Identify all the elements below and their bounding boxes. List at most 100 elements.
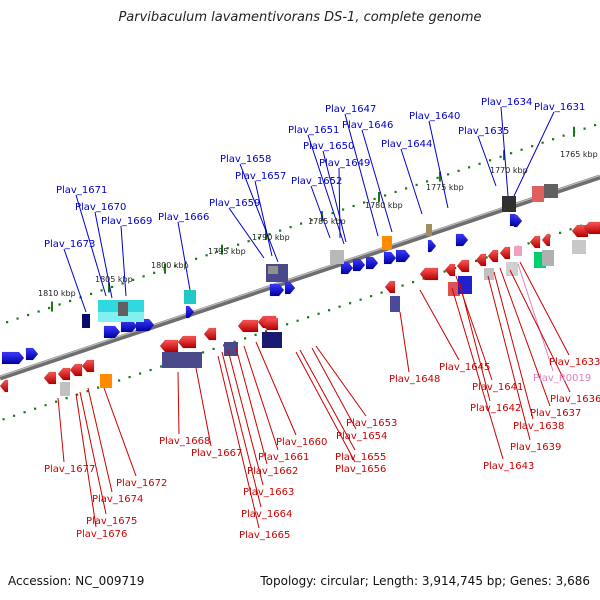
feature-block	[514, 246, 522, 256]
minus-gene-arrow	[475, 253, 487, 267]
track-dot	[349, 302, 352, 305]
minus-gene-arrow	[0, 379, 9, 393]
plus-gene-leader-line	[94, 211, 113, 299]
minus-gene-arrow	[384, 280, 396, 294]
minus-gene-label: Plav_1662	[247, 466, 298, 477]
plus-gene-label: Plav_1650	[303, 141, 354, 152]
track-dot	[286, 323, 289, 326]
track-dot	[338, 305, 341, 308]
track-dot	[153, 271, 156, 274]
track-dot	[86, 390, 89, 393]
minus-gene-label: Plav_1667	[191, 448, 242, 459]
minus-gene-leader-line	[487, 275, 531, 441]
minus-gene-leader-line	[243, 345, 279, 451]
minus-gene-leader-line	[399, 311, 410, 373]
plus-gene-arrow	[427, 239, 437, 253]
plus-gene-leader-line	[344, 113, 379, 237]
minus-gene-leader-line	[235, 347, 268, 465]
track-dot	[415, 183, 418, 187]
track-dot	[569, 228, 572, 231]
plus-gene-label: Plav_1647	[325, 104, 376, 115]
feature-block	[572, 240, 586, 254]
plus-gene-leader-line	[400, 148, 423, 215]
plus-gene-arrow	[340, 261, 354, 275]
track-dot	[237, 243, 240, 246]
track-dot	[202, 351, 205, 354]
minus-gene-arrow	[583, 221, 600, 235]
minus-gene-leader-line	[315, 345, 367, 417]
track-dot	[531, 145, 534, 148]
feature-block	[118, 302, 128, 316]
plus-gene-arrow	[365, 256, 379, 270]
feature-block	[330, 250, 344, 264]
minus-gene-arrow	[177, 335, 197, 349]
minus-gene-leader-line	[519, 261, 570, 356]
minus-gene-leader-line	[177, 371, 180, 435]
track-dot	[128, 375, 131, 379]
track-dot	[233, 340, 236, 343]
track-dot	[562, 134, 565, 137]
minus-gene-label: Plav_1672	[116, 478, 167, 489]
minus-gene-leader-line	[493, 271, 534, 420]
kbp-label: 1770 kbp	[490, 166, 528, 175]
track-dot	[468, 166, 471, 169]
plus-gene-label: Plav_1673	[44, 239, 95, 250]
minus-gene-leader-line	[227, 349, 264, 486]
track-dot	[6, 320, 9, 324]
kbp-label: 1805 kbp	[95, 275, 133, 284]
plus-gene-label: Plav_1669	[101, 216, 152, 227]
plus-gene-label: Plav_1649	[319, 158, 370, 169]
minus-gene-leader-line	[195, 367, 212, 447]
feature-block	[162, 352, 202, 368]
track-dot	[373, 197, 376, 201]
minus-gene-label: Plav_1668	[159, 436, 210, 447]
track-dot	[485, 256, 488, 259]
minus-gene-label: Plav_1656	[335, 464, 386, 475]
plus-gene-label: Plav_1644	[381, 139, 432, 150]
feature-block	[390, 296, 400, 312]
track-dot	[118, 379, 121, 382]
track-dot	[244, 337, 247, 340]
minus-gene-leader-line	[75, 393, 97, 528]
kbp-label: 1810 kbp	[38, 289, 76, 298]
plus-gene-label: Plav_1671	[56, 185, 107, 196]
track-dot	[265, 330, 268, 333]
minus-gene-arrow	[69, 363, 83, 377]
plus-gene-arrow	[185, 305, 195, 319]
minus-gene-label: Plav_1636	[550, 394, 600, 405]
plus-gene-leader-line	[177, 221, 191, 291]
track-dot	[268, 233, 271, 236]
minus-gene-leader-line	[295, 351, 356, 463]
minus-gene-arrow	[487, 249, 499, 263]
minus-gene-arrow	[456, 259, 470, 273]
track-dot	[279, 229, 282, 232]
plus-gene-leader-line	[307, 134, 345, 245]
minus-gene-arrow	[237, 319, 259, 333]
track-dot	[559, 231, 562, 234]
track-dot	[216, 250, 219, 253]
plus-gene-label: Plav_1651	[288, 125, 339, 136]
minus-gene-label: Plav_1655	[335, 452, 386, 463]
kbp-label: 1790 kbp	[252, 233, 290, 242]
track-dot	[48, 306, 51, 310]
plus-gene-leader-line	[239, 163, 279, 263]
feature-block	[532, 186, 544, 202]
minus-gene-label: Plav_1665	[239, 530, 290, 541]
feature-block	[100, 374, 112, 388]
plus-gene-leader-line	[322, 150, 347, 243]
plus-gene-label: Plav_1652	[291, 176, 342, 187]
track-dot	[499, 155, 502, 158]
minus-gene-leader-line	[419, 289, 460, 361]
plus-gene-label: Plav_1640	[409, 111, 460, 122]
plus-gene-label: Plav_1657	[235, 171, 286, 182]
plus-gene-label: Plav_1659	[209, 198, 260, 209]
track-dot	[65, 397, 68, 400]
minus-gene-label: Plav_1648	[389, 374, 440, 385]
kbp-label: 1785 kbp	[308, 217, 346, 226]
track-dot	[132, 278, 135, 281]
track-dot	[359, 298, 362, 301]
minus-gene-leader-line	[509, 269, 571, 393]
minus-gene-leader-line	[57, 397, 65, 463]
track-dot	[317, 312, 320, 315]
